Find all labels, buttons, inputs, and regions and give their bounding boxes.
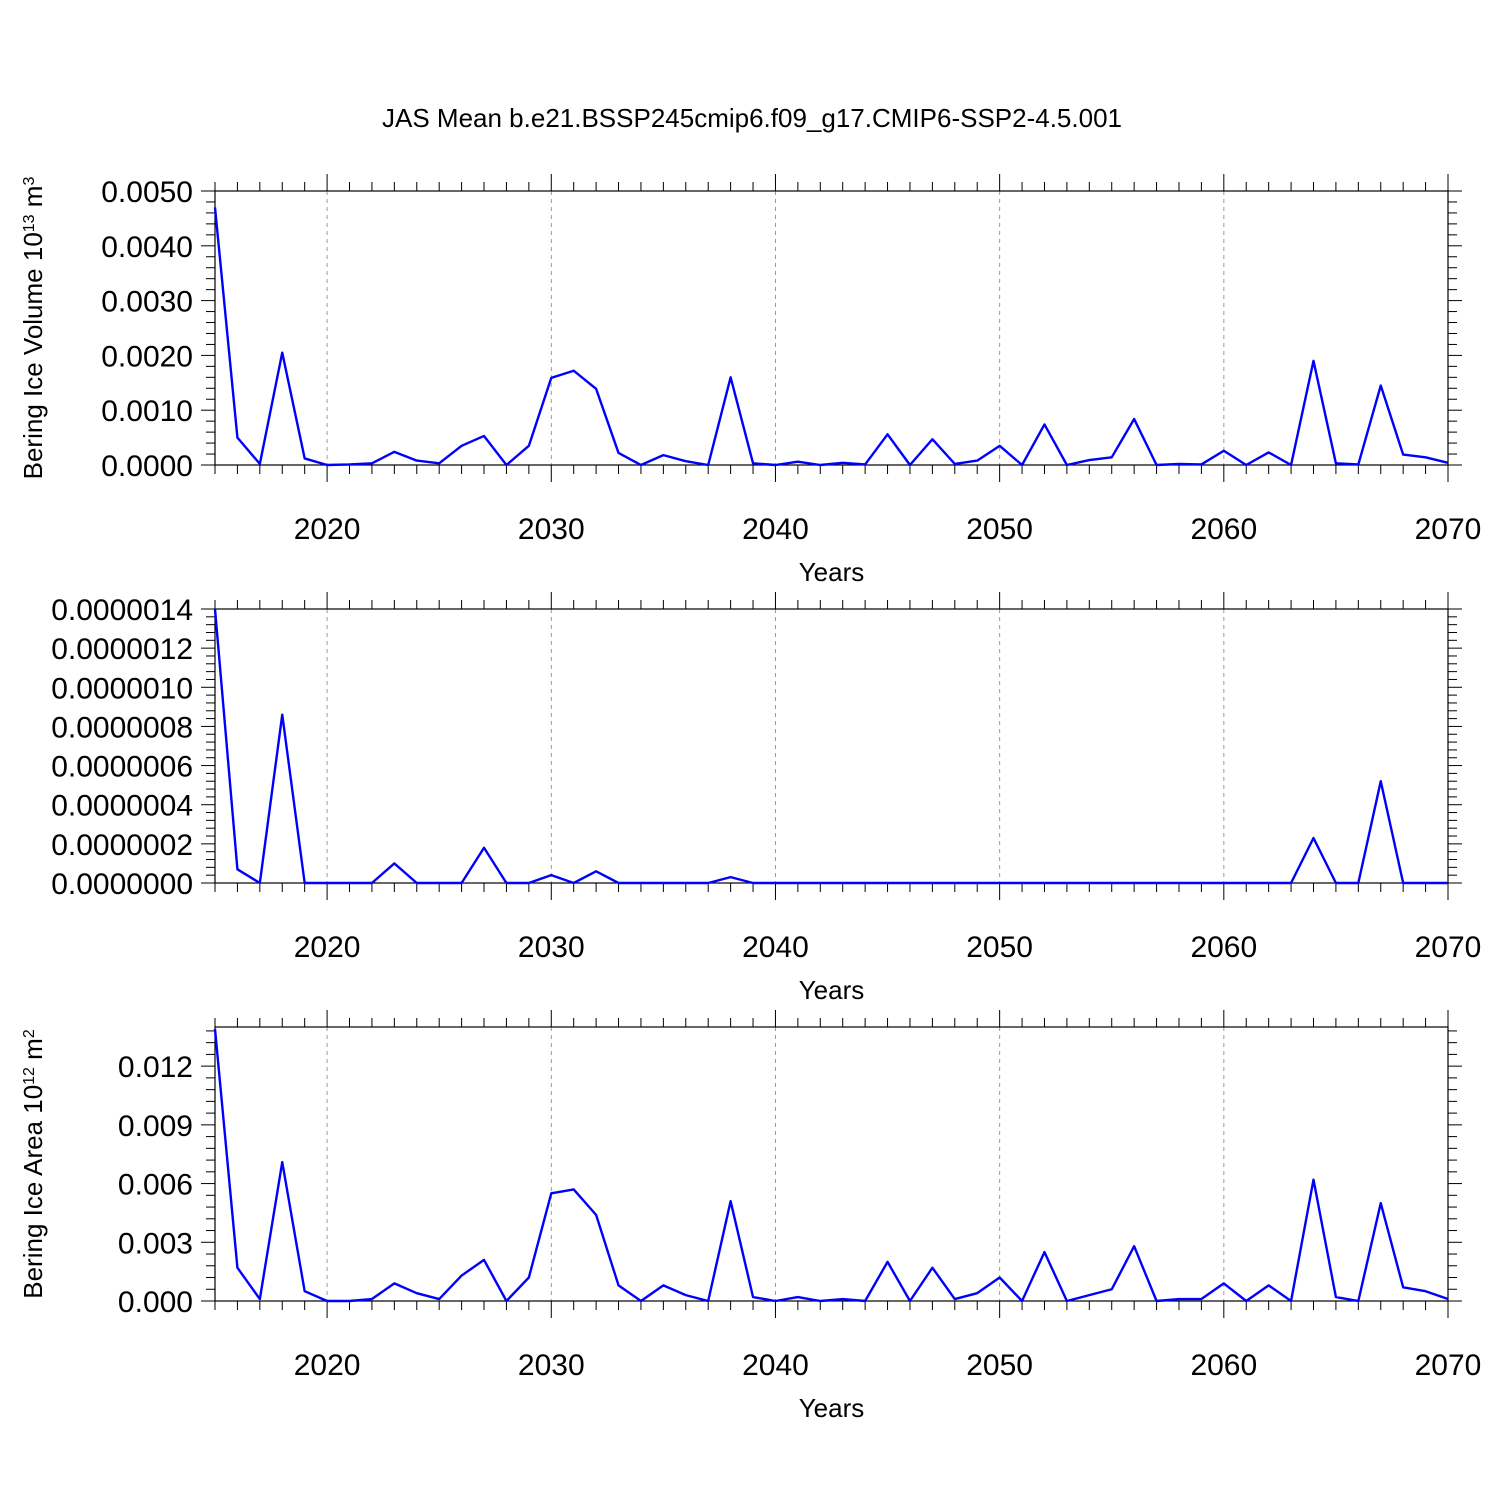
x-axis-label: Years	[799, 557, 865, 587]
chart-panel-2: 2020 2030 2040 2050 2060 2070 0.0000000 0.00000…	[51, 592, 1481, 1005]
figure-title: JAS Mean b.e21.BSSP245cmip6.f09_g17.CMIP…	[382, 103, 1122, 133]
x-tick-label: 2030	[518, 1349, 585, 1382]
x-tick-label: 2050	[966, 931, 1033, 964]
y-tick-label: 0.0020	[101, 340, 193, 373]
x-tick-label: 2020	[294, 513, 361, 546]
x-tick-label: 2040	[742, 1349, 809, 1382]
series-line-1	[213, 608, 1448, 885]
panels: 2020 2030 2040 2050 2060 2070 0.0000 0.0010 0.00…	[18, 174, 1481, 1423]
y-axis-label: Bering Ice Volume 1013 m3	[18, 177, 48, 480]
y-tick-label: 0.0010	[101, 395, 193, 428]
y-tick-label: 0.0000000	[51, 868, 193, 901]
y-tick-label: 0.009	[118, 1110, 193, 1143]
y-tick-label: 0.0000	[101, 450, 193, 483]
chart-panel-1: 2020 2030 2040 2050 2060 2070 0.0000 0.0010 0.00…	[18, 174, 1481, 587]
y-tick-label: 0.0000010	[51, 672, 193, 705]
y-tick-label: 0.0000008	[51, 711, 193, 744]
x-tick-label: 2020	[294, 1349, 361, 1382]
x-tick-label: 2040	[742, 513, 809, 546]
y-tick-label: 0.003	[118, 1227, 193, 1260]
x-tick-label: 2060	[1190, 513, 1257, 546]
x-tick-label: 2040	[742, 931, 809, 964]
x-tick-label: 2050	[966, 513, 1033, 546]
x-tick-label: 2050	[966, 1349, 1033, 1382]
y-tick-label: 0.0030	[101, 286, 193, 319]
x-tick-label: 2030	[518, 931, 585, 964]
y-axis-label: Bering Ice Area 1012 m2	[18, 1029, 48, 1299]
x-axis-label: Years	[799, 975, 865, 1005]
y-tick-label: 0.0050	[101, 176, 193, 209]
x-tick-label: 2070	[1415, 513, 1482, 546]
y-tick-label: 0.0000002	[51, 829, 193, 862]
y-tick-label: 0.000	[118, 1286, 193, 1319]
x-tick-label: 2070	[1415, 1349, 1482, 1382]
y-tick-label: 0.012	[118, 1051, 193, 1084]
x-tick-label: 2020	[294, 931, 361, 964]
y-tick-label: 0.006	[118, 1169, 193, 1202]
plot-frame	[214, 1026, 1449, 1302]
plot-frame	[214, 608, 1449, 884]
chart-panel-3: 2020 2030 2040 2050 2060 2070 0.000 0.003 0.006 0…	[18, 1010, 1481, 1423]
y-tick-label: 0.0040	[101, 231, 193, 264]
x-tick-label: 2060	[1190, 931, 1257, 964]
y-tick-label: 0.0000012	[51, 633, 193, 666]
y-tick-label: 0.0000006	[51, 751, 193, 784]
series-line-1	[213, 1028, 1449, 1303]
plot-frame	[214, 190, 1449, 466]
x-tick-label: 2030	[518, 513, 585, 546]
x-tick-label: 2060	[1190, 1349, 1257, 1382]
y-tick-label: 0.0000004	[51, 790, 193, 823]
x-axis-label: Years	[799, 1393, 865, 1423]
y-tick-label: 0.0000014	[51, 594, 193, 627]
x-tick-label: 2070	[1415, 931, 1482, 964]
series-line-1	[213, 207, 1449, 467]
